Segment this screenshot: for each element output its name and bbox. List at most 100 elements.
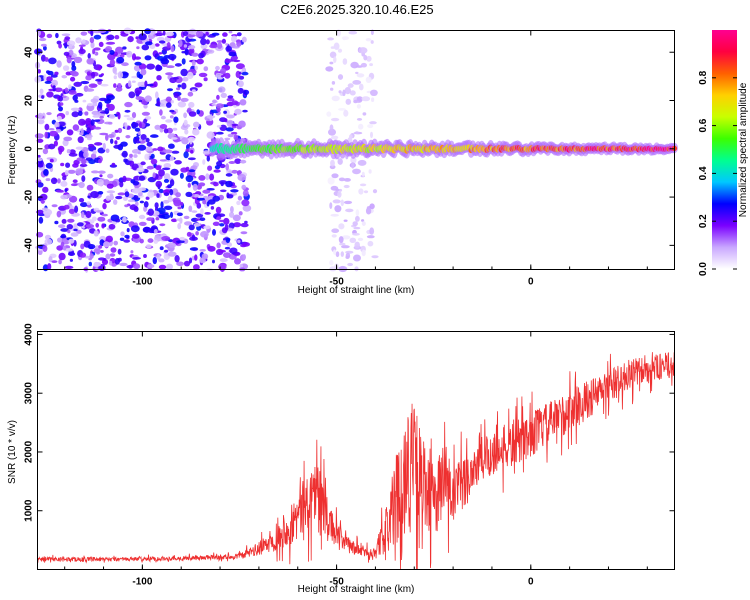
- heatmap-cell: [169, 189, 174, 196]
- heatmap-cell: [158, 214, 166, 219]
- spectrogram-y-axis-label: Frequency (Hz): [7, 116, 18, 185]
- heatmap-cell: [187, 182, 191, 188]
- heatmap-cell: [49, 158, 54, 163]
- heatmap-cell: [105, 134, 109, 141]
- heatmap-cell: [56, 129, 62, 133]
- heatmap-cell: [180, 201, 184, 206]
- heatmap-cell: [106, 34, 115, 41]
- heatmap-cell: [336, 29, 341, 37]
- heatmap-cell: [166, 42, 171, 49]
- heatmap-cell: [85, 74, 92, 81]
- heatmap-cell: [167, 53, 177, 61]
- heatmap-cell: [55, 189, 64, 193]
- heatmap-cell: [370, 131, 373, 139]
- heatmap-cell: [124, 122, 128, 130]
- heatmap-cell: [338, 188, 343, 192]
- heatmap-cell: [167, 88, 173, 92]
- heatmap-cell: [158, 40, 166, 44]
- heatmap-cell: [159, 124, 168, 129]
- heatmap-cell: [109, 50, 115, 55]
- heatmap-cell: [49, 130, 58, 137]
- heatmap-cell: [369, 227, 375, 235]
- heatmap-cell: [93, 230, 99, 237]
- heatmap-cell: [217, 77, 223, 80]
- heatmap-cell: [194, 254, 198, 261]
- heatmap-cell: [73, 56, 83, 64]
- heatmap-cell: [200, 43, 208, 50]
- heatmap-cell: [139, 138, 142, 142]
- heatmap-cell: [349, 134, 353, 140]
- heatmap-cell: [41, 54, 46, 62]
- heatmap-cell: [216, 216, 222, 221]
- heatmap-cell: [172, 127, 178, 131]
- heatmap-cell: [223, 217, 230, 225]
- heatmap-cell: [54, 87, 63, 93]
- heatmap-cell: [209, 44, 218, 49]
- heatmap-cell: [238, 120, 246, 128]
- heatmap-cell: [92, 102, 98, 107]
- heatmap-cell: [87, 143, 95, 148]
- heatmap-cell: [67, 252, 76, 256]
- heatmap-cell: [165, 119, 173, 123]
- heatmap-cell: [337, 158, 343, 165]
- heatmap-cell: [44, 238, 53, 245]
- heatmap-cell: [201, 253, 209, 260]
- heatmap-cell: [126, 117, 135, 121]
- heatmap-cell: [363, 190, 369, 194]
- heatmap-cell: [366, 235, 375, 239]
- heatmap-cell: [175, 218, 183, 222]
- heatmap-cell: [233, 222, 242, 228]
- heatmap-cell: [181, 58, 186, 65]
- snr-plot-area: [37, 331, 675, 570]
- heatmap-cell: [135, 96, 143, 101]
- heatmap-cell: [220, 68, 226, 75]
- heatmap-cell: [179, 236, 185, 241]
- heatmap-cell: [213, 169, 221, 173]
- heatmap-cell: [85, 210, 92, 219]
- heatmap-cell: [160, 115, 166, 120]
- heatmap-cell: [165, 96, 172, 104]
- heatmap-cell: [59, 102, 64, 106]
- heatmap-cell: [342, 58, 348, 65]
- heatmap-cell: [80, 211, 85, 219]
- heatmap-cell: [45, 162, 53, 169]
- heatmap-cell: [329, 202, 333, 210]
- heatmap-cell: [105, 253, 111, 260]
- heatmap-cell: [123, 239, 130, 243]
- heatmap-cell: [147, 238, 154, 243]
- heatmap-cell: [144, 95, 152, 102]
- spectrogram-x-axis-label: Height of straight line (km): [298, 285, 415, 296]
- y-tick-label: 4000: [24, 323, 35, 346]
- heatmap-cell: [164, 205, 173, 210]
- heatmap-cell: [326, 111, 332, 117]
- heatmap-cell: [85, 88, 95, 92]
- heatmap-cell: [114, 140, 118, 145]
- heatmap-cell: [216, 242, 221, 249]
- heatmap-cell: [87, 102, 94, 107]
- heatmap-cell: [216, 40, 223, 43]
- heatmap-cell: [329, 259, 334, 266]
- heatmap-cell: [188, 101, 195, 108]
- heatmap-cell: [67, 218, 75, 223]
- heatmap-cell: [356, 73, 365, 78]
- heatmap-cell: [186, 33, 196, 38]
- heatmap-cell: [191, 60, 196, 67]
- heatmap-cell: [145, 244, 152, 249]
- heatmap-cell: [46, 70, 50, 74]
- heatmap-cell: [225, 43, 229, 46]
- heatmap-cell: [75, 37, 82, 44]
- heatmap-cell: [92, 114, 101, 118]
- heatmap-cell: [206, 131, 215, 139]
- heatmap-cell: [95, 78, 103, 82]
- heatmap-cell: [155, 165, 162, 171]
- heatmap-cell: [192, 128, 200, 136]
- heatmap-cell: [212, 221, 220, 226]
- heatmap-cell: [219, 258, 228, 262]
- heatmap-cell: [177, 84, 182, 88]
- heatmap-cell: [221, 38, 226, 44]
- heatmap-cell: [155, 64, 162, 72]
- heatmap-cell: [363, 54, 368, 61]
- heatmap-cell: [69, 258, 73, 262]
- heatmap-cell: [93, 47, 101, 51]
- heatmap-cell: [191, 52, 199, 57]
